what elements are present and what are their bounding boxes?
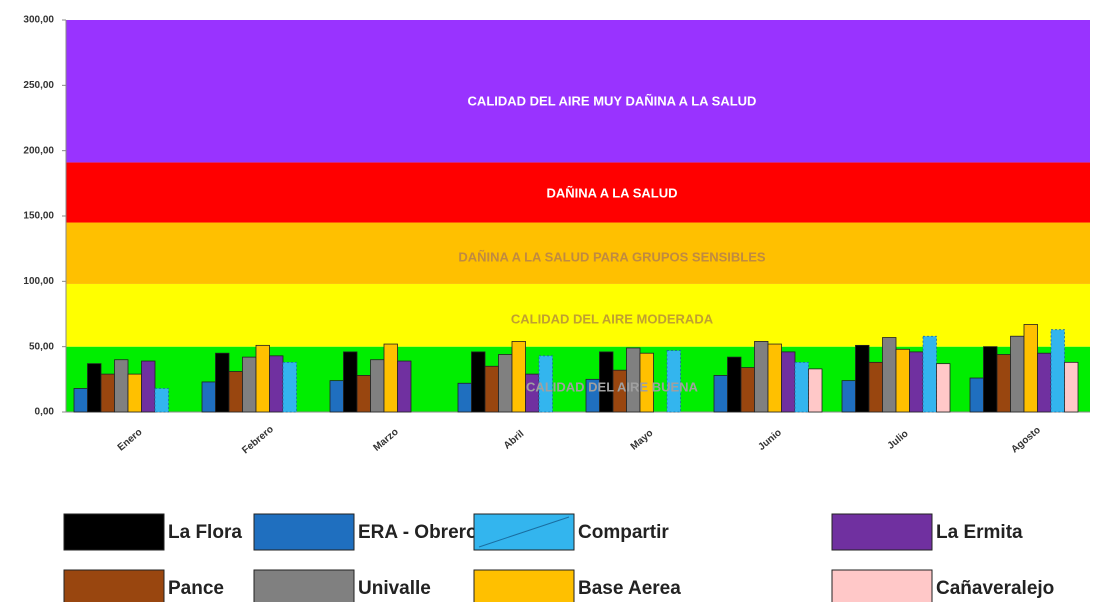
bar <box>895 348 910 413</box>
bar <box>343 351 358 413</box>
band-label: CALIDAD DEL AIRE MUY DAÑINA A LA SALUD <box>468 93 757 108</box>
bar <box>397 360 412 413</box>
band-label: CALIDAD DEL AIRE MODERADA <box>511 311 714 326</box>
bar <box>282 361 297 413</box>
bar <box>471 351 486 413</box>
bar <box>141 360 156 413</box>
x-tick-label: Mayo <box>629 428 656 453</box>
bar <box>228 371 243 413</box>
bar <box>1064 361 1079 413</box>
y-tick-label: 100,00 <box>23 276 54 287</box>
bar <box>1023 324 1038 413</box>
bar <box>781 351 796 413</box>
bar <box>73 388 88 413</box>
y-tick-label: 250,00 <box>23 80 54 91</box>
legend-label: ERA - Obrero <box>358 522 478 543</box>
quality-band <box>66 222 1090 284</box>
bar <box>996 354 1011 413</box>
legend-swatch <box>253 569 355 602</box>
bar <box>484 365 499 413</box>
bar <box>154 388 169 413</box>
bar <box>269 355 284 413</box>
legend-label: Compartir <box>578 522 669 543</box>
x-tick-label: Julio <box>886 428 911 451</box>
band-label: DAÑINA A LA SALUD <box>547 185 678 200</box>
legend-swatch <box>831 569 933 602</box>
bar <box>727 356 742 413</box>
legend-label: Pance <box>168 578 224 599</box>
x-tick-label: Enero <box>116 427 145 454</box>
bar <box>969 377 984 413</box>
bar <box>201 381 216 413</box>
x-tick-label: Febrero <box>240 424 276 456</box>
bar <box>370 359 385 413</box>
legend-label: La Ermita <box>936 522 1023 543</box>
band-label: DAÑINA A LA SALUD PARA GRUPOS SENSIBLES <box>458 249 766 264</box>
bar <box>511 341 526 413</box>
bar <box>794 361 809 413</box>
bar <box>255 344 270 413</box>
bar <box>1010 335 1025 413</box>
legend-label: Univalle <box>358 578 431 599</box>
quality-band <box>66 283 1090 347</box>
bar <box>841 380 856 413</box>
bar <box>767 343 782 413</box>
bar <box>868 361 883 413</box>
bar <box>740 367 755 413</box>
bar <box>87 363 102 413</box>
bar <box>666 350 681 413</box>
x-tick-label: Junio <box>756 427 784 453</box>
quality-band <box>66 20 1090 163</box>
bar <box>538 355 553 413</box>
legend-swatch <box>63 513 165 551</box>
x-tick-label: Marzo <box>371 427 400 454</box>
bar <box>936 363 951 413</box>
bar <box>855 344 870 413</box>
bar <box>983 346 998 413</box>
legend-swatch <box>831 513 933 551</box>
band-label: CALIDAD DEL AIRE BUENA <box>526 379 699 394</box>
bar <box>114 359 129 413</box>
bar <box>754 341 769 413</box>
bar <box>498 354 513 413</box>
legend-swatch <box>253 513 355 551</box>
bar <box>639 352 654 413</box>
bar <box>215 352 230 413</box>
bar <box>808 368 823 413</box>
bar <box>1037 352 1052 413</box>
bar <box>909 351 924 413</box>
legend-label: Cañaveralejo <box>936 578 1054 599</box>
x-tick-label: Agosto <box>1009 425 1042 456</box>
y-tick-label: 200,00 <box>23 145 54 156</box>
bar <box>329 380 344 413</box>
bar <box>242 356 257 413</box>
bar <box>882 337 897 413</box>
legend-swatch <box>63 569 165 602</box>
y-tick-label: 300,00 <box>23 15 54 26</box>
y-tick-label: 50,00 <box>29 341 54 352</box>
y-tick-label: 150,00 <box>23 211 54 222</box>
bar <box>100 373 115 413</box>
legend-swatch <box>473 569 575 602</box>
quality-band <box>66 162 1090 223</box>
bar <box>356 375 371 413</box>
bar <box>457 382 472 413</box>
legend-label: La Flora <box>168 522 242 543</box>
bar <box>922 335 937 413</box>
bar <box>1050 329 1065 413</box>
bar <box>713 375 728 413</box>
y-tick-label: 0,00 <box>35 407 55 418</box>
bar <box>383 343 398 413</box>
bar <box>127 373 142 413</box>
legend-swatch-line <box>478 516 570 548</box>
legend-label: Base Aerea <box>578 578 681 599</box>
x-tick-label: Abril <box>502 428 527 451</box>
